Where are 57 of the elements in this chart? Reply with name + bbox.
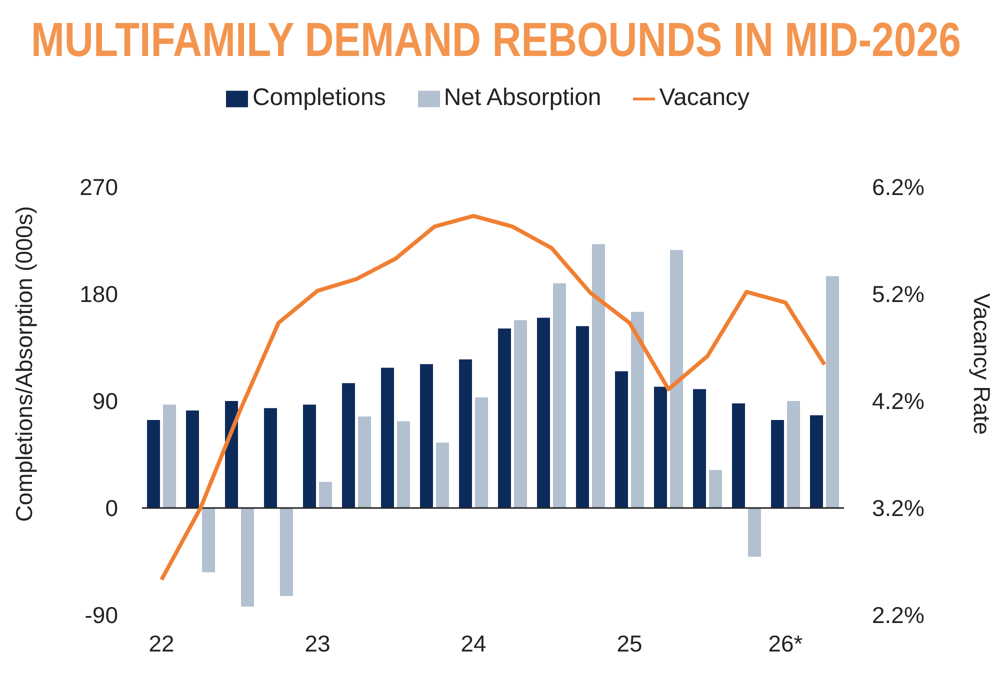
y2-tick-label: 2.2% [872, 602, 924, 628]
bar [241, 508, 254, 607]
bar [498, 328, 511, 508]
bar [303, 404, 316, 508]
x-tick-label: 26* [768, 630, 803, 656]
bar [147, 420, 160, 508]
bar [264, 408, 277, 508]
bar [771, 420, 784, 508]
bar [397, 421, 410, 508]
bar [709, 470, 722, 508]
bar [358, 416, 371, 508]
bar [202, 508, 215, 572]
x-tick-label: 22 [148, 630, 174, 656]
line-series [160, 214, 826, 582]
y-tick-label: -90 [84, 602, 118, 628]
bar [732, 403, 745, 508]
bar [381, 368, 394, 508]
bar [553, 283, 566, 508]
y2-tick-label: 6.2% [872, 174, 924, 200]
y2-axis-title: Vacancy Rate [969, 293, 995, 435]
legend-label: Completions [252, 84, 386, 111]
bar [615, 371, 628, 508]
chart-title: MULTIFAMILY DEMAND REBOUNDS IN MID-2026 [30, 14, 962, 67]
bar [475, 397, 488, 508]
bar [748, 508, 761, 557]
bar [537, 318, 550, 508]
y-tick-label: 0 [105, 495, 118, 522]
bar [514, 320, 527, 508]
bar [319, 482, 332, 508]
bar [576, 326, 589, 508]
bar [654, 386, 667, 508]
y2-tick-label: 5.2% [872, 281, 924, 308]
bar [420, 364, 433, 508]
y2-tick-label: 3.2% [872, 495, 924, 522]
x-tick-label: 23 [304, 630, 330, 656]
y-tick-label: 90 [92, 388, 118, 414]
x-tick-label: 24 [460, 630, 486, 656]
legend-label: Vacancy [659, 84, 750, 111]
bar [826, 276, 839, 508]
bar [693, 389, 706, 508]
bar [670, 250, 683, 508]
bar [436, 442, 449, 508]
bar [342, 383, 355, 508]
bar [186, 410, 199, 508]
x-tick-label: 25 [616, 630, 642, 656]
bar [810, 415, 823, 508]
y-tick-label: 180 [80, 281, 118, 308]
bar [787, 401, 800, 508]
y2-tick-label: 4.2% [872, 388, 924, 414]
y-tick-label: 270 [80, 174, 118, 200]
y-axis-title: Completions/Absorption (000s) [11, 206, 37, 522]
bar [631, 312, 644, 508]
bar [163, 404, 176, 508]
bar [280, 508, 293, 596]
legend-label: Net Absorption [444, 84, 602, 111]
bar [459, 359, 472, 508]
bar [592, 244, 605, 508]
